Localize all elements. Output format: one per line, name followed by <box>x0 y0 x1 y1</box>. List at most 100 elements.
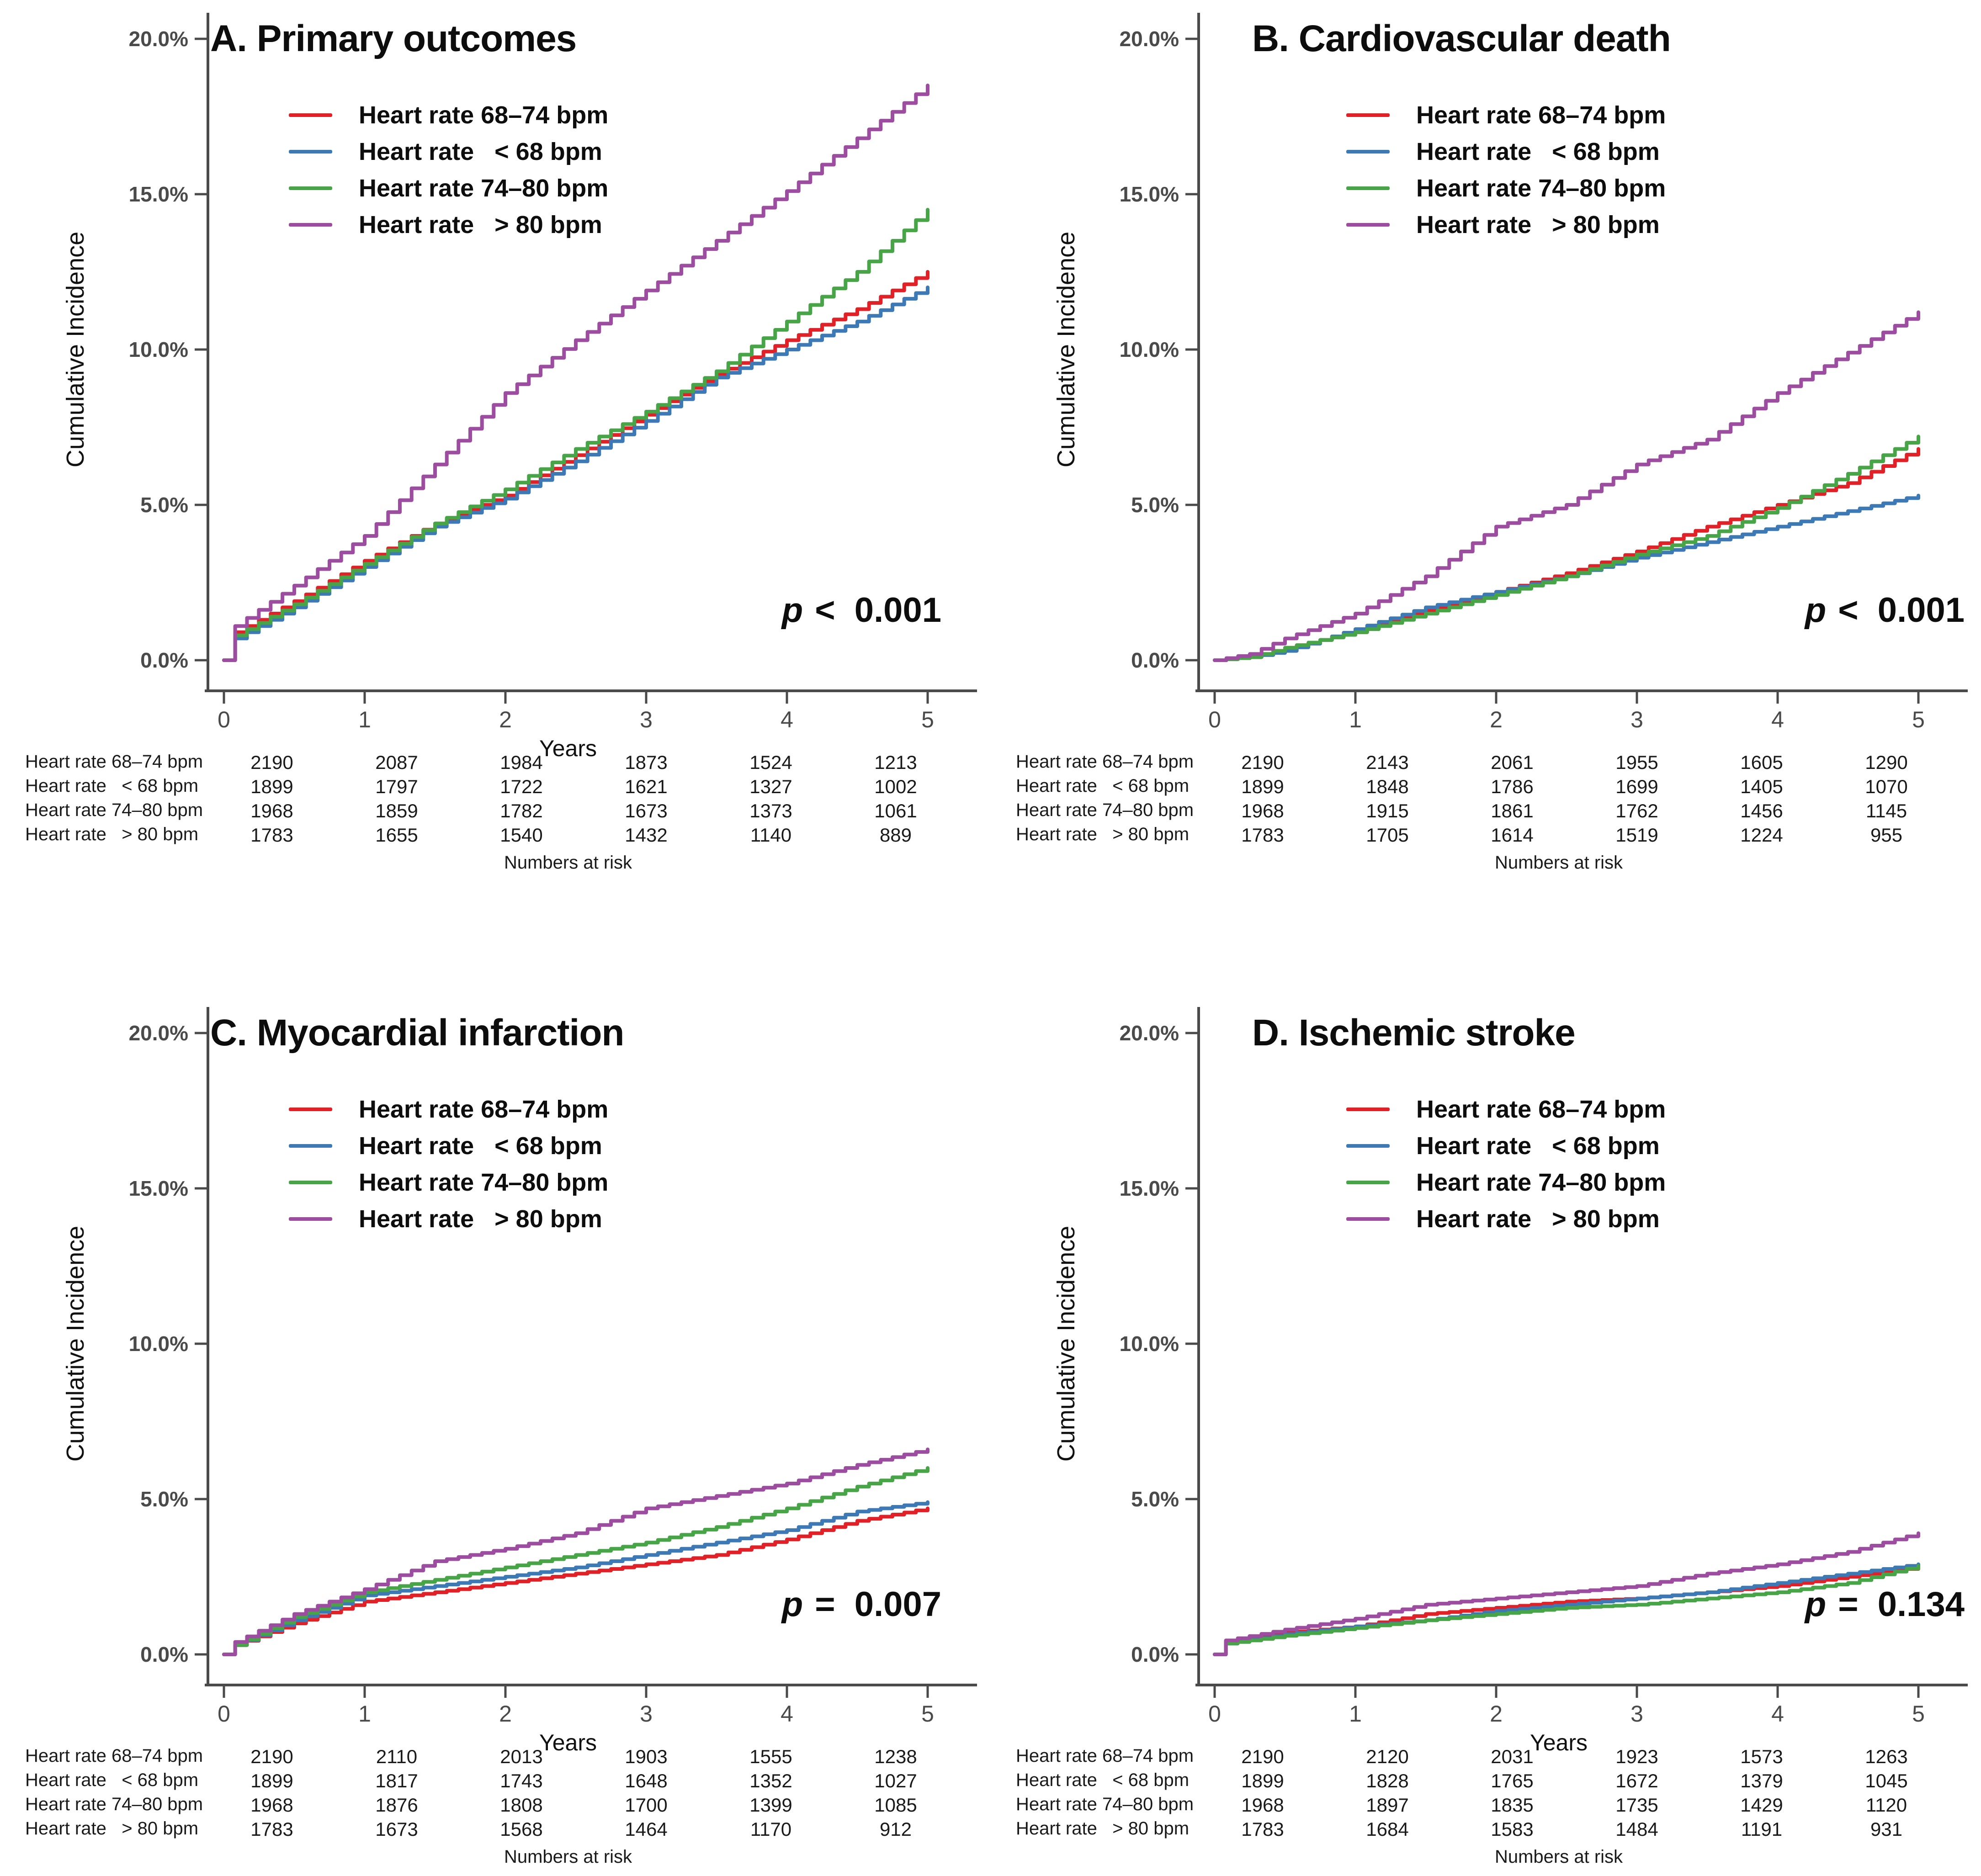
legend-label: Heart rate 74–80 bpm <box>359 1169 609 1196</box>
risk-value: 1140 <box>750 824 792 846</box>
legend: Heart rate 68–74 bpm Heart rate < 68 bpm H… <box>289 97 608 243</box>
risk-value: 1817 <box>375 1770 418 1791</box>
x-tick-label: 4 <box>1771 707 1784 732</box>
risk-value: 931 <box>1870 1818 1903 1840</box>
risk-value: 1673 <box>625 800 668 821</box>
risk-value: 1899 <box>1241 776 1284 797</box>
curve-green <box>222 1466 929 1656</box>
risk-row: Heart rate 74–80 bpm 1968 1915 1861 1762 1456… <box>991 800 1981 823</box>
risk-row-label: Heart rate > 80 bpm <box>1016 824 1190 844</box>
legend-swatch-blue-icon <box>289 1144 332 1148</box>
risk-value: 1673 <box>375 1818 418 1840</box>
y-tick-label: 0.0% <box>1131 1643 1179 1666</box>
risk-value: 1429 <box>1740 1794 1783 1816</box>
risk-value: 1876 <box>375 1794 418 1816</box>
legend-item: Heart rate 74–80 bpm <box>289 1164 608 1201</box>
panel-B: 0.0% 5.0% 10.0% 15.0% 20.0% 0 1 2 3 4 5 Cumulative … <box>991 0 1981 882</box>
legend-item: Heart rate 74–80 bpm <box>1346 1164 1666 1201</box>
risk-value: 1765 <box>1491 1770 1534 1791</box>
x-axis-title: Years <box>1530 1730 1588 1755</box>
y-tick-label: 10.0% <box>1120 1332 1179 1356</box>
x-tick-label: 3 <box>1630 707 1643 732</box>
y-tick-label: 5.0% <box>140 1487 188 1511</box>
risk-value: 1835 <box>1491 1794 1534 1816</box>
risk-value: 1828 <box>1366 1770 1409 1791</box>
y-tick-label: 15.0% <box>129 182 188 206</box>
plot-area-D: 0.0% 5.0% 10.0% 15.0% 20.0% 0 1 2 3 4 5 Cumulative … <box>1052 1007 1968 1755</box>
risk-value: 1085 <box>874 1794 917 1816</box>
legend-swatch-purple-icon <box>289 1217 332 1221</box>
legend-label: Heart rate > 80 bpm <box>1416 1205 1660 1233</box>
legend-label: Heart rate 74–80 bpm <box>1416 1169 1666 1196</box>
x-axis-title: Years <box>539 736 597 761</box>
legend-swatch-red-icon <box>1346 1108 1390 1111</box>
risk-value: 1735 <box>1615 1794 1658 1816</box>
curve-green <box>1213 1564 1920 1656</box>
legend: Heart rate 68–74 bpm Heart rate < 68 bpm H… <box>289 1091 608 1237</box>
p-text: = 0.007 <box>815 1585 941 1624</box>
risk-caption: Numbers at risk <box>1494 853 1623 873</box>
y-tick-label: 5.0% <box>1131 493 1179 517</box>
risk-value: 1170 <box>750 1818 792 1840</box>
x-tick-label: 3 <box>1630 1701 1643 1727</box>
legend-label: Heart rate 68–74 bpm <box>1416 1096 1666 1123</box>
risk-value: 1655 <box>375 824 418 846</box>
risk-value: 1808 <box>500 1794 543 1816</box>
legend: Heart rate 68–74 bpm Heart rate < 68 bpm H… <box>1346 1091 1666 1237</box>
risk-row-label: Heart rate 74–80 bpm <box>25 800 203 820</box>
legend-item: Heart rate < 68 bpm <box>1346 133 1666 170</box>
risk-value: 1699 <box>1615 776 1658 797</box>
risk-value: 1783 <box>250 1818 293 1840</box>
risk-row-label: Heart rate < 68 bpm <box>25 776 199 796</box>
risk-value: 1899 <box>1241 1770 1284 1791</box>
panel-title: B. Cardiovascular death <box>1252 18 1671 59</box>
risk-value: 1456 <box>1740 800 1783 821</box>
curve-purple <box>222 1447 929 1656</box>
x-tick-label: 2 <box>499 707 512 732</box>
risk-value: 1783 <box>1241 1818 1284 1840</box>
legend-label: Heart rate < 68 bpm <box>359 138 602 165</box>
risk-row-label: Heart rate < 68 bpm <box>1016 1770 1190 1790</box>
risk-row: Heart rate < 68 bpm 1899 1828 1765 1672 1379 1… <box>991 1770 1981 1793</box>
legend-label: Heart rate > 80 bpm <box>359 1205 602 1233</box>
legend-label: Heart rate 68–74 bpm <box>1416 101 1666 129</box>
plot-area-C: 0.0% 5.0% 10.0% 15.0% 20.0% 0 1 2 3 4 5 Cumulative … <box>62 1007 977 1755</box>
p-symbol: p <box>1805 591 1827 630</box>
legend-item: Heart rate < 68 bpm <box>1346 1128 1666 1164</box>
axis-lines <box>205 1007 977 1686</box>
x-tick-label: 4 <box>1771 1701 1784 1727</box>
risk-value: 1070 <box>1865 776 1908 797</box>
x-tick-label: 5 <box>921 1701 934 1727</box>
risk-row-label: Heart rate < 68 bpm <box>25 1770 199 1790</box>
risk-value: 912 <box>879 1818 912 1840</box>
risk-row-label: Heart rate > 80 bpm <box>25 824 199 844</box>
risk-value: 1783 <box>1241 824 1284 846</box>
plot-area-B: 0.0% 5.0% 10.0% 15.0% 20.0% 0 1 2 3 4 5 Cumulative … <box>1052 13 1968 732</box>
risk-row: Heart rate > 80 bpm 1783 1684 1583 1484 1191 9… <box>991 1818 1981 1841</box>
y-tick-label: 10.0% <box>1120 338 1179 361</box>
p-symbol: p <box>1805 1585 1827 1624</box>
risk-value: 1061 <box>874 800 917 821</box>
risk-value: 1045 <box>1865 1770 1908 1791</box>
axis-lines <box>205 13 977 692</box>
x-tick-label: 5 <box>1912 1701 1925 1727</box>
x-tick-label: 1 <box>1349 1701 1362 1727</box>
x-tick-label: 4 <box>781 1701 793 1727</box>
risk-value: 1968 <box>1241 800 1284 821</box>
risk-row: Heart rate 74–80 bpm 1968 1897 1835 1735 1429… <box>991 1794 1981 1817</box>
risk-row: Heart rate < 68 bpm 1899 1848 1786 1699 1405 1… <box>991 776 1981 799</box>
legend-item: Heart rate 68–74 bpm <box>1346 1091 1666 1128</box>
panel-title: D. Ischemic stroke <box>1252 1012 1576 1054</box>
legend-item: Heart rate 68–74 bpm <box>1346 97 1666 133</box>
x-tick-label: 5 <box>921 707 934 732</box>
curve-red <box>222 1506 929 1656</box>
risk-value: 1484 <box>1615 1818 1658 1840</box>
risk-value: 1002 <box>874 776 917 797</box>
risk-value: 1672 <box>1615 1770 1658 1791</box>
plot-area-A: 0.0% 5.0% 10.0% 15.0% 20.0% 0 1 2 3 4 5 Cumulative … <box>62 13 977 761</box>
y-tick-label: 15.0% <box>129 1176 188 1200</box>
risk-value: 1968 <box>250 800 293 821</box>
risk-value: 1797 <box>375 776 418 797</box>
p-symbol: p <box>781 591 803 630</box>
